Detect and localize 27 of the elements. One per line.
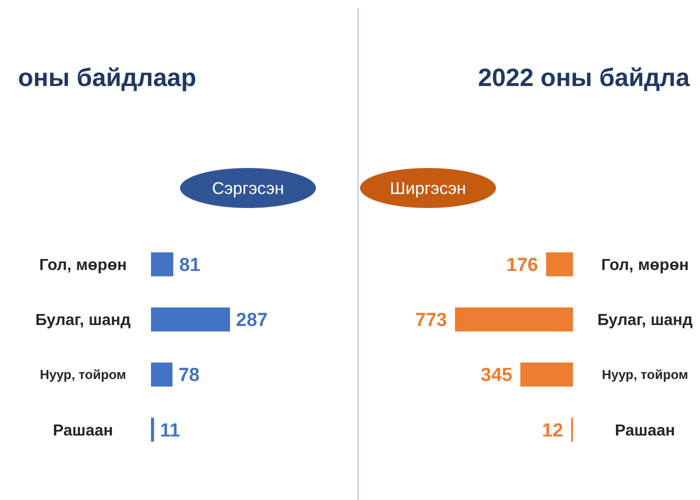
data-label: 287 [236, 310, 268, 332]
y-tick-label: Нуур, тойром [602, 367, 688, 382]
text: Ширгэсэн [390, 178, 466, 198]
data-label: 12 [542, 420, 564, 442]
y-tick-label: Булаг, шанд [35, 312, 131, 330]
data-label: 78 [178, 365, 200, 386]
bar [151, 252, 174, 276]
data-label: 81 [179, 254, 201, 276]
bar [455, 307, 573, 332]
y-tick-label: Гол, мөрөн [39, 256, 127, 274]
data-label: 345 [480, 365, 513, 386]
text: Сэргэсэн [212, 178, 284, 198]
y-tick-label: Нуур, тойром [40, 367, 126, 382]
data-label: 176 [506, 254, 538, 276]
bar [151, 418, 154, 442]
data-label: 11 [160, 420, 181, 442]
bar [546, 252, 573, 276]
y-tick-label: Гол, мөрөн [601, 256, 689, 274]
chart-title: 2022 оны байдла [478, 64, 691, 92]
y-tick-label: Рашаан [614, 422, 676, 440]
y-tick-label: Булаг, шанд [597, 312, 693, 330]
y-tick-label: Рашаан [52, 422, 114, 440]
chart-title: оны байдлаар [18, 64, 196, 92]
bar [151, 307, 230, 332]
bar [520, 362, 573, 387]
bar [151, 362, 172, 387]
data-label: 773 [415, 310, 447, 332]
